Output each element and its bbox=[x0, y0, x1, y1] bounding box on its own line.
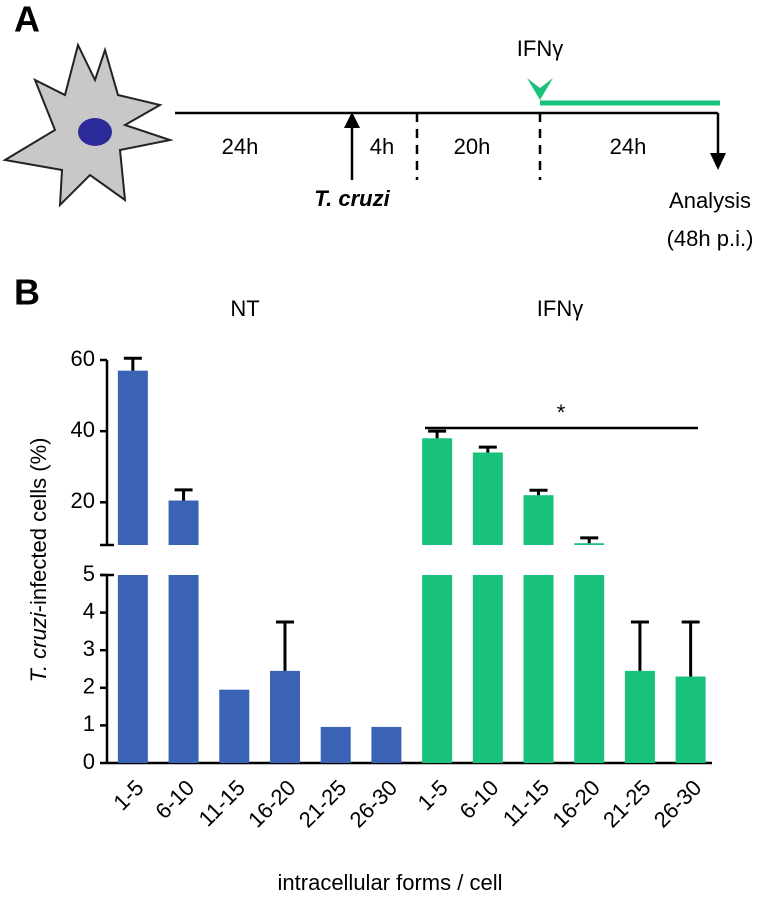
group-label: IFNγ bbox=[537, 296, 583, 321]
y-axis-label: T. cruzi-infected cells (%) bbox=[26, 438, 51, 683]
arrowhead bbox=[710, 153, 726, 170]
bar bbox=[269, 670, 300, 763]
y-tick-label: 5 bbox=[83, 561, 95, 586]
significance: * bbox=[557, 400, 566, 425]
x-tick-label: 11-15 bbox=[194, 775, 250, 831]
x-tick-label: 26-30 bbox=[345, 775, 402, 832]
duration: 24h bbox=[610, 134, 647, 159]
bar bbox=[472, 452, 503, 545]
bar bbox=[574, 575, 605, 763]
bar bbox=[422, 575, 453, 763]
bar bbox=[371, 726, 402, 763]
x-tick-label: 1-5 bbox=[108, 775, 148, 815]
analysis-label: (48h p.i.) bbox=[667, 226, 754, 251]
bar bbox=[523, 495, 554, 545]
y-tick-label: 40 bbox=[71, 417, 95, 442]
panel-label: B bbox=[14, 272, 40, 313]
x-axis-label: intracellular forms / cell bbox=[278, 870, 503, 895]
analysis-label: Analysis bbox=[669, 188, 751, 213]
bar bbox=[219, 689, 250, 763]
duration: 20h bbox=[454, 134, 491, 159]
x-tick-label: 11-15 bbox=[498, 775, 554, 831]
x-tick-label: 21-25 bbox=[294, 775, 351, 832]
arrowhead bbox=[344, 112, 360, 128]
treatment-label: IFNγ bbox=[517, 36, 563, 61]
y-tick-label: 3 bbox=[83, 636, 95, 661]
y-axis-label-part: T. cruzi bbox=[26, 611, 51, 682]
x-tick-label: 26-30 bbox=[649, 775, 706, 832]
bar bbox=[523, 575, 554, 763]
duration: 4h bbox=[370, 134, 394, 159]
treatment-arrow bbox=[527, 78, 553, 100]
bar bbox=[624, 670, 655, 763]
bar bbox=[675, 676, 706, 763]
bar bbox=[168, 500, 199, 545]
y-tick-label: 20 bbox=[71, 488, 95, 513]
y-axis-label-part: -infected cells (%) bbox=[26, 438, 51, 613]
y-tick-label: 2 bbox=[83, 674, 95, 699]
bar bbox=[168, 575, 199, 763]
duration: 24h bbox=[222, 134, 259, 159]
parasite-label: T. cruzi bbox=[314, 186, 390, 211]
x-tick-label: 21-25 bbox=[598, 775, 655, 832]
x-tick-label: 16-20 bbox=[547, 775, 604, 832]
x-tick-label: 6-10 bbox=[150, 775, 199, 824]
y-tick-label: 1 bbox=[83, 711, 95, 736]
y-tick-label: 60 bbox=[71, 346, 95, 371]
x-tick-label: 16-20 bbox=[243, 775, 300, 832]
bar bbox=[422, 438, 453, 545]
bar bbox=[117, 370, 148, 545]
bar bbox=[574, 543, 605, 545]
x-tick-label: 1-5 bbox=[413, 775, 453, 815]
bar bbox=[320, 726, 351, 763]
bar bbox=[117, 575, 148, 763]
y-tick-label: 0 bbox=[83, 749, 95, 774]
group-label: NT bbox=[230, 296, 259, 321]
nucleus bbox=[78, 118, 112, 146]
panel-label: A bbox=[14, 0, 40, 40]
x-tick-label: 6-10 bbox=[455, 775, 504, 824]
y-tick-label: 4 bbox=[83, 598, 95, 623]
bar bbox=[472, 575, 503, 763]
